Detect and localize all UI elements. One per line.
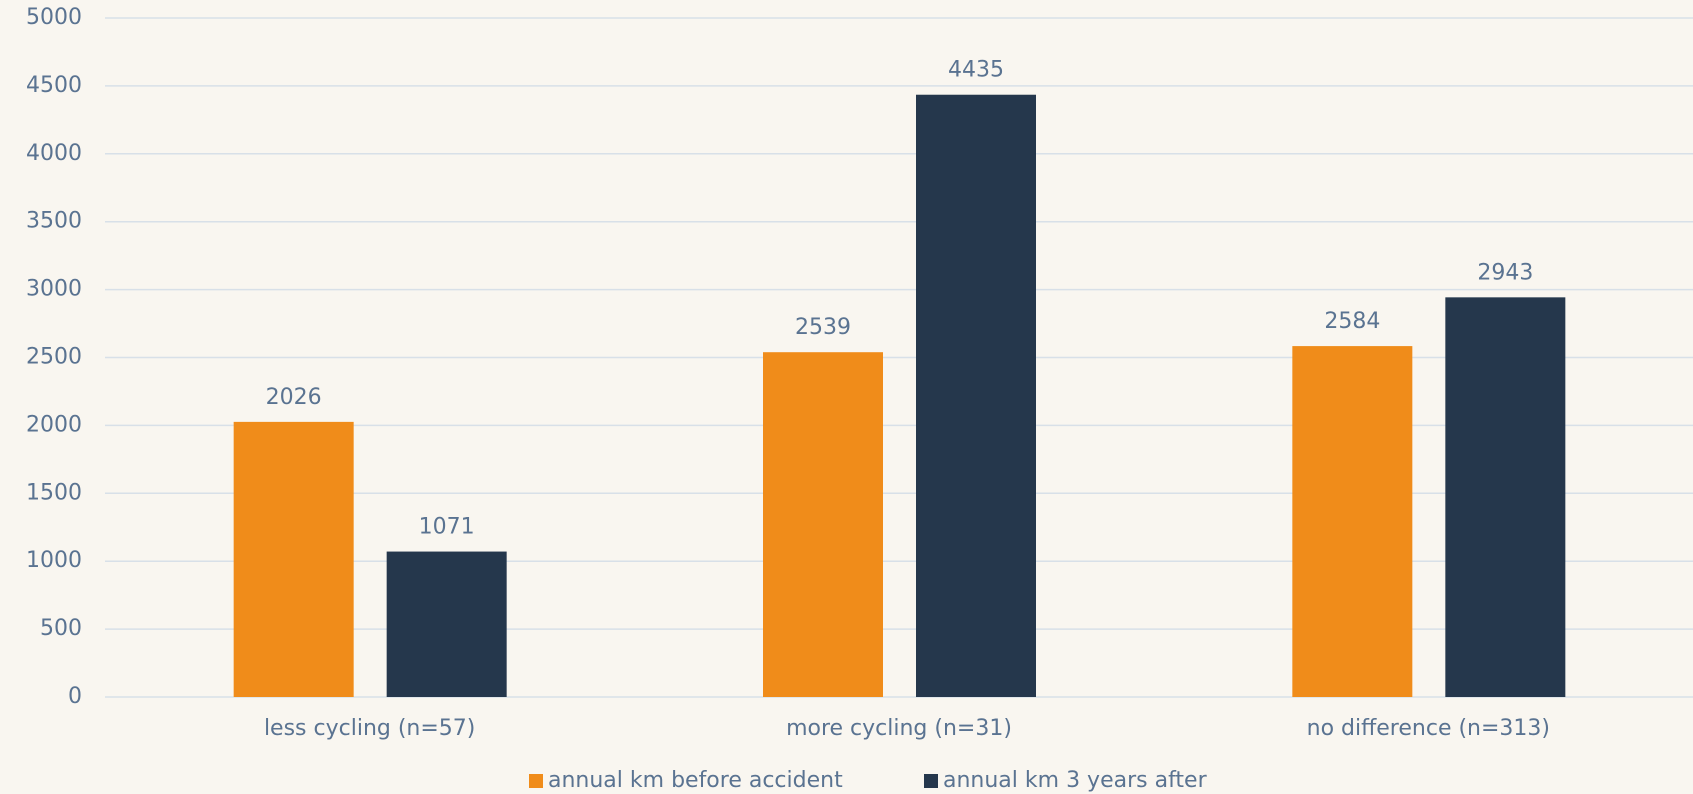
bar <box>386 551 507 697</box>
data-label: 2539 <box>795 315 851 340</box>
y-tick-label: 0 <box>68 684 82 709</box>
y-tick-label: 1000 <box>26 548 82 573</box>
y-tick-label: 4000 <box>26 141 82 166</box>
legend-swatch <box>924 774 938 788</box>
data-label: 2584 <box>1324 309 1380 334</box>
data-label: 2943 <box>1477 260 1533 285</box>
legend-label: annual km before accident <box>548 768 843 793</box>
data-label: 1071 <box>419 515 475 540</box>
y-tick-label: 4500 <box>26 73 82 98</box>
x-tick-label: more cycling (n=31) <box>786 716 1012 741</box>
bar <box>233 421 354 697</box>
x-tick-label: no difference (n=313) <box>1307 716 1550 741</box>
legend-label: annual km 3 years after <box>943 768 1208 793</box>
bar <box>763 352 883 697</box>
data-label: 2026 <box>266 385 322 410</box>
y-tick-label: 3000 <box>26 277 82 302</box>
y-tick-label: 500 <box>40 616 82 641</box>
y-tick-label: 1500 <box>26 480 82 505</box>
x-tick-label: less cycling (n=57) <box>264 716 475 741</box>
y-tick-label: 3500 <box>26 209 82 234</box>
bar <box>916 94 1036 698</box>
y-tick-label: 2000 <box>26 412 82 437</box>
legend-swatch <box>529 774 543 788</box>
bar <box>1445 297 1566 697</box>
y-tick-label: 2500 <box>26 345 82 370</box>
bar <box>1292 346 1413 697</box>
data-label: 4435 <box>948 58 1004 83</box>
y-tick-label: 5000 <box>26 5 82 30</box>
